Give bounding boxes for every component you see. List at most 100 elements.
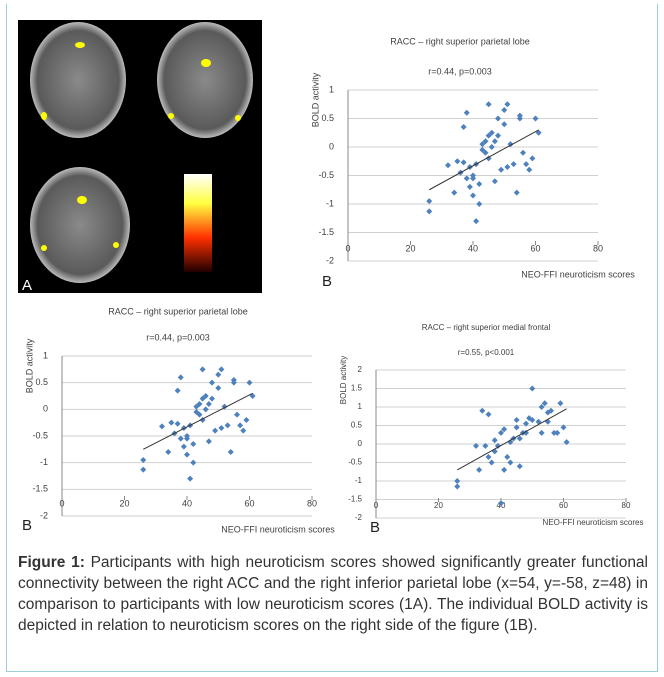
data-point — [426, 208, 432, 214]
data-point — [511, 161, 517, 167]
y-tick-label: 1 — [329, 84, 334, 94]
data-point — [215, 372, 221, 378]
data-point — [234, 412, 240, 418]
data-point — [529, 155, 535, 161]
data-point — [140, 457, 146, 463]
x-tick-label: 60 — [559, 501, 568, 510]
data-point — [203, 406, 209, 412]
data-point — [473, 218, 479, 224]
brain-images — [18, 20, 262, 293]
y-tick-label: 0.5 — [351, 421, 363, 430]
data-point — [476, 467, 482, 473]
panel-label: B — [22, 517, 32, 534]
data-point — [206, 401, 212, 407]
activation — [235, 115, 241, 121]
y-tick-label: 0 — [329, 141, 334, 151]
x-axis-label: NEO-FFI neuroticism scores — [521, 269, 635, 279]
activation — [75, 42, 85, 48]
y-tick-label: 1 — [43, 350, 48, 360]
chart-subtitle: r=0.44, p=0.003 — [146, 332, 210, 342]
caption: Figure 1: Participants with high neuroti… — [18, 552, 648, 636]
data-point — [240, 428, 246, 434]
data-point — [489, 460, 495, 466]
figure: A B B B RACC – right superior parietal l… — [0, 0, 664, 545]
y-tick-label: -0.5 — [348, 458, 362, 467]
data-point — [517, 463, 523, 469]
data-point — [501, 107, 507, 113]
data-point — [209, 396, 215, 402]
x-axis-label: NEO-FFI neuroticism scores — [221, 524, 335, 534]
data-point — [184, 452, 190, 458]
brain-slice — [30, 22, 126, 138]
activation — [201, 59, 211, 67]
y-tick-label: -0.5 — [32, 430, 48, 440]
page: A B B B RACC – right superior parietal l… — [0, 0, 664, 677]
activation — [41, 245, 47, 251]
data-point — [200, 366, 206, 372]
data-point — [476, 201, 482, 207]
data-point — [507, 460, 513, 466]
data-point — [492, 138, 498, 144]
x-tick-label: 80 — [593, 243, 603, 253]
data-point — [215, 385, 221, 391]
y-tick-label: -1.5 — [348, 495, 362, 504]
data-point — [504, 454, 510, 460]
data-point — [554, 430, 560, 436]
data-point — [514, 417, 520, 423]
data-point — [464, 175, 470, 181]
y-axis-label: BOLD activity — [310, 72, 320, 127]
chart-subtitle: r=0.55, p<0.001 — [458, 348, 515, 357]
panel-label: B — [322, 273, 332, 290]
data-point — [514, 190, 520, 196]
x-tick-label: 80 — [307, 498, 317, 508]
x-tick-label: 40 — [182, 498, 192, 508]
data-point — [218, 425, 224, 431]
data-point — [451, 190, 457, 196]
data-point — [495, 133, 501, 139]
data-point — [461, 159, 467, 165]
y-tick-label: 0 — [43, 404, 48, 414]
data-point — [501, 121, 507, 127]
data-point — [461, 124, 467, 130]
trend-line — [457, 409, 566, 470]
data-point — [501, 467, 507, 473]
data-point — [175, 421, 181, 427]
data-point — [175, 388, 181, 394]
x-tick-label: 20 — [405, 243, 415, 253]
data-point — [228, 449, 234, 455]
data-point — [467, 184, 473, 190]
y-tick-label: -1.5 — [318, 227, 334, 237]
data-point — [523, 161, 529, 167]
data-point — [504, 101, 510, 107]
y-tick-label: -0.5 — [318, 170, 334, 180]
x-tick-label: 60 — [530, 243, 540, 253]
data-point — [479, 408, 485, 414]
data-point — [498, 167, 504, 173]
colorbar — [184, 174, 212, 272]
data-point — [168, 420, 174, 426]
y-axis-label: BOLD activity — [24, 338, 34, 393]
panel-label: B — [370, 519, 380, 536]
data-point — [140, 467, 146, 473]
data-point — [557, 400, 563, 406]
trend-line — [143, 393, 252, 449]
data-point — [178, 374, 184, 380]
data-point — [225, 422, 231, 428]
data-point — [492, 178, 498, 184]
data-point — [495, 116, 501, 122]
data-point — [426, 198, 432, 204]
data-point — [190, 460, 196, 466]
activation — [77, 196, 87, 204]
panel-label: A — [22, 277, 32, 294]
x-tick-label: 60 — [244, 498, 254, 508]
y-tick-label: 2 — [358, 365, 363, 374]
y-tick-label: -2 — [40, 510, 48, 520]
x-tick-label: 80 — [622, 501, 631, 510]
data-point — [237, 422, 243, 428]
chart-title: RACC – right superior parietal lobe — [390, 36, 530, 46]
y-tick-label: 1 — [358, 402, 363, 411]
data-point — [492, 437, 498, 443]
y-tick-label: -1.5 — [32, 484, 48, 494]
y-tick-label: -1 — [355, 476, 363, 485]
y-tick-label: -2 — [355, 513, 363, 522]
